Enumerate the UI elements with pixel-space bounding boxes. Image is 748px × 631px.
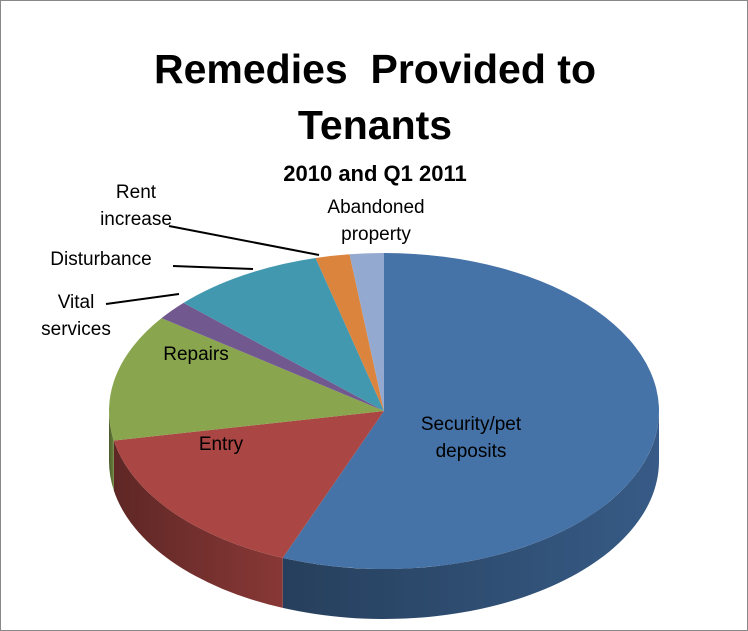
slice-side [113, 440, 283, 608]
leader-line [168, 225, 320, 256]
leader-line [172, 265, 254, 270]
slice-side [282, 411, 659, 619]
slice-label: Security/pet deposits [420, 414, 522, 462]
slice-label: Abandoned property [327, 197, 425, 245]
slice [315, 254, 384, 411]
slice [109, 318, 385, 441]
slice [282, 253, 660, 569]
slice-label: Entry [198, 434, 244, 455]
chart-title: Remedies Provided to Tenants [153, 46, 608, 148]
slice [183, 257, 384, 411]
slice-side [109, 411, 114, 491]
slice [161, 302, 384, 411]
slice [113, 411, 385, 558]
chart-subtitle: 2010 and Q1 2011 [283, 161, 467, 186]
slice [349, 253, 384, 411]
slice-label: Disturbance [50, 249, 152, 270]
slice-label: Rent increase [100, 182, 172, 230]
slice-label: Repairs [163, 344, 229, 365]
slice-label: Vital services [41, 292, 111, 340]
leader-line [105, 293, 180, 305]
